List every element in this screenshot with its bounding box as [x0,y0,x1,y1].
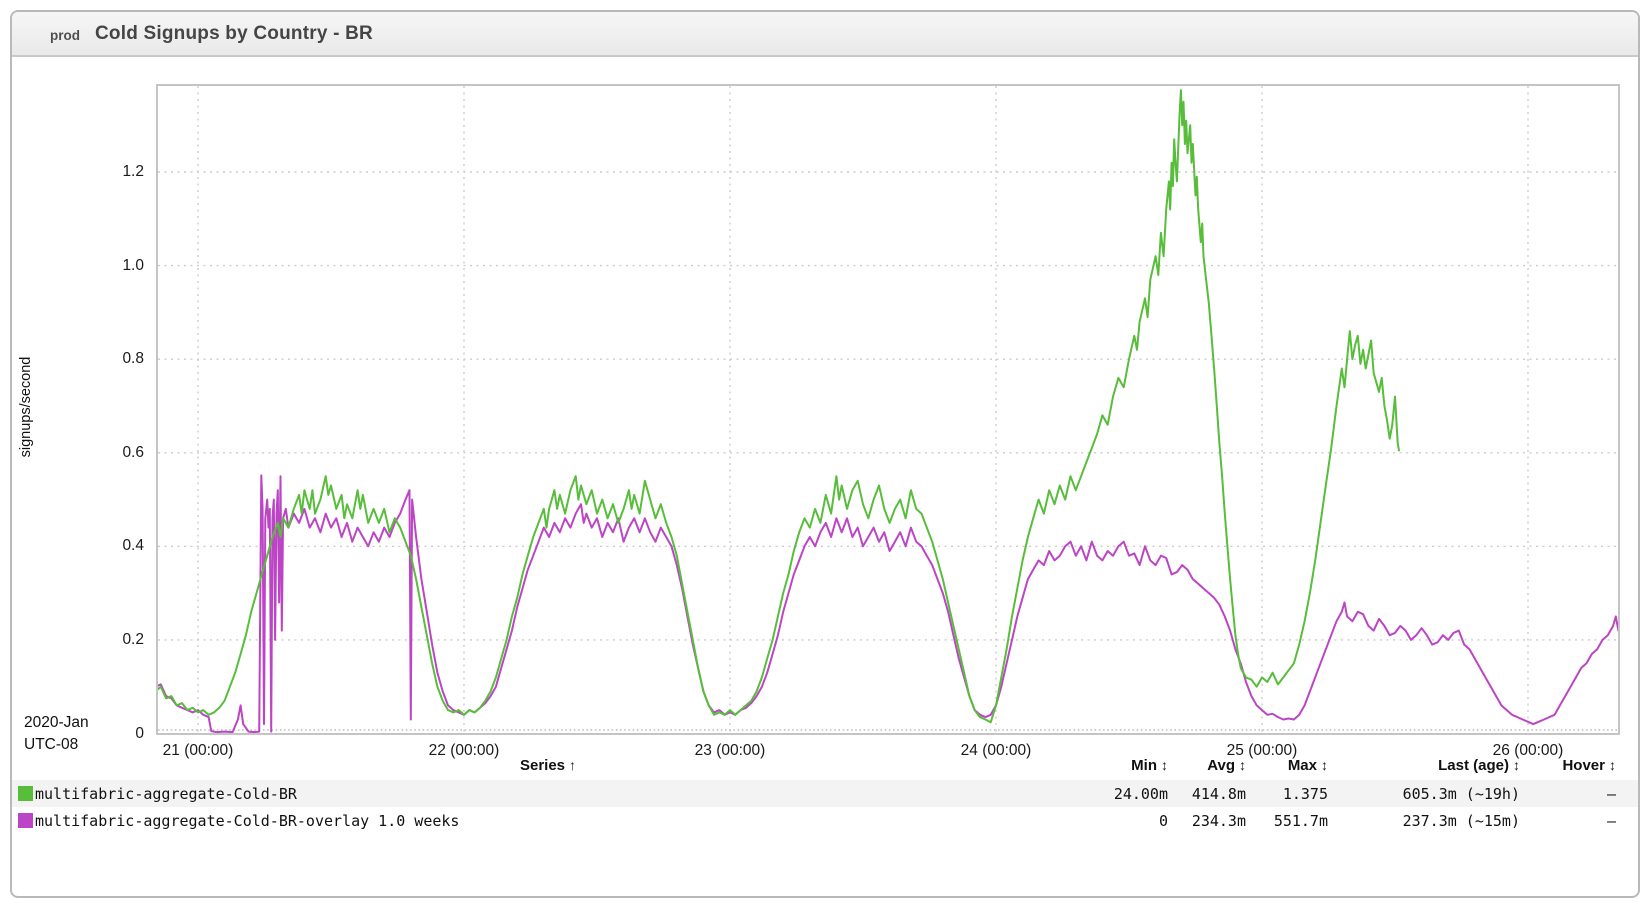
legend-series-cell: multifabric-aggregate-Cold-BR [12,785,1084,803]
legend-col-avg[interactable]: Avg ↕ [1207,756,1246,774]
x-tick-label: 22 (00:00) [428,742,500,759]
legend-col-last[interactable]: Last (age) ↕ [1438,756,1520,774]
stat-max: 551.7m [1273,811,1328,830]
stat-max: 1.375 [1282,784,1328,803]
stat-last: 605.3m (~19h) [1402,784,1520,803]
stat-avg: 414.8m [1191,784,1246,803]
legend-col-max[interactable]: Max ↕ [1287,756,1328,774]
series-name: multifabric-aggregate-Cold-BR-overlay 1.… [35,811,460,830]
graph-panel: prod Cold Signups by Country - BR signup… [10,10,1640,898]
plot-border [156,84,1620,735]
sort-updown-icon: ↕ [1239,756,1246,773]
stat-min: 0 [1158,811,1168,830]
legend-series-cell: multifabric-aggregate-Cold-BR-overlay 1.… [12,812,1084,830]
y-tick-label: 0.2 [122,630,144,648]
sort-updown-icon: ↕ [1513,756,1520,773]
stat-min: 24.00m [1113,784,1168,803]
y-tick-label: 1.0 [122,256,144,274]
sort-updown-icon: ↕ [1609,756,1616,773]
timeseries-svg [156,84,1620,735]
legend-col-hover[interactable]: Hover ↕ [1562,756,1616,774]
legend-rows: multifabric-aggregate-Cold-BR 24.00m 414.8… [12,780,1638,834]
stat-avg: 234.3m [1191,811,1246,830]
series-line [156,89,1400,724]
y-tick-label: 0.4 [122,537,144,555]
x-tick-label: 24 (00:00) [960,742,1032,759]
y-tick-label: 0 [135,724,144,742]
legend-col-series[interactable]: Series ↑ [12,757,1084,774]
legend-col-series-label: Series [519,756,566,774]
legend-row[interactable]: multifabric-aggregate-Cold-BR 24.00m 414.8… [12,780,1638,807]
series-line [156,474,1620,734]
x-tick-label: 23 (00:00) [694,742,766,759]
x-tick-label: 21 (00:00) [162,742,234,759]
y-tick-label: 0.8 [122,350,144,368]
stat-last: 237.3m (~15m) [1402,811,1520,830]
series-color-swatch [18,786,33,801]
timezone-label: UTC-08 [24,736,79,753]
series-name: multifabric-aggregate-Cold-BR [35,784,297,803]
y-axis-title: signups/second [18,356,34,458]
title-bar: prod Cold Signups by Country - BR [12,12,1638,57]
y-tick-label: 1.2 [122,163,144,181]
series-color-swatch [18,813,33,828]
stat-hover: — [1606,784,1616,803]
sort-updown-icon: ↕ [1161,756,1168,773]
env-badge: prod [50,27,80,43]
legend-row[interactable]: multifabric-aggregate-Cold-BR-overlay 1.… [12,807,1638,834]
stat-hover: — [1606,811,1616,830]
sort-updown-icon: ↕ [1321,756,1328,773]
chart-area: signups/second 0 0.2 0.4 0.6 0.8 1.0 1.2 21 (0… [12,59,1638,759]
y-tick-label: 0.6 [122,443,144,461]
date-label: 2020-Jan [24,714,89,731]
sort-asc-icon: ↑ [569,757,577,773]
legend-table: Series ↑ Min ↕ Avg ↕ Max ↕ Last (age) ↕ Hover ↕ mul… [12,750,1638,834]
legend-col-min[interactable]: Min ↕ [1131,756,1168,774]
page-title: Cold Signups by Country - BR [95,22,373,44]
x-tick-label: 26 (00:00) [1492,742,1564,759]
legend-header-row: Series ↑ Min ↕ Avg ↕ Max ↕ Last (age) ↕ Hover ↕ [12,750,1638,780]
plot-area[interactable] [156,84,1620,735]
x-axis-date-block: 2020-Jan UTC-08 [24,712,89,756]
x-tick-label: 25 (00:00) [1226,742,1298,759]
